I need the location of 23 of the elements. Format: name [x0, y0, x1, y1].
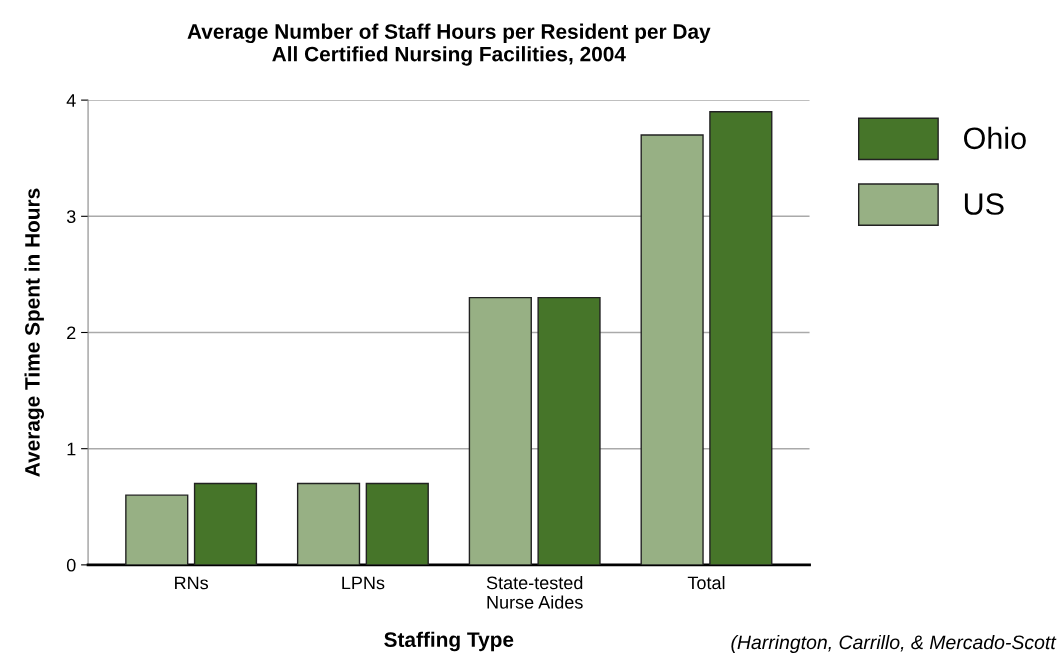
x-axis-title: Staffing Type: [384, 631, 514, 652]
bar: [365, 482, 429, 565]
text: (Harrington, Carrillo, & Mercado-Scott: [731, 634, 1057, 654]
y-tick-label: 1: [67, 442, 76, 456]
y-axis-title: Average Time Spent in Hours: [24, 188, 44, 477]
x-tick-label: LPNs: [342, 576, 385, 590]
bar: [640, 134, 704, 565]
chart-title: Average Number of Staff Hours per Resident per Day All Certified Nursing Facilities, 2004: [187, 23, 711, 66]
legend-label: Ohio: [964, 126, 1026, 150]
bar: [537, 296, 601, 565]
x-tick-label: RNs: [175, 576, 209, 590]
bar: [296, 482, 361, 565]
y-tick-label: 0: [66, 558, 76, 572]
bar: [193, 482, 258, 565]
y-tick-label: 4: [66, 94, 76, 107]
bar: [709, 111, 773, 565]
bar: [468, 296, 532, 565]
y-tick-label: 2: [67, 326, 76, 340]
bar: [125, 494, 189, 565]
x-tick-label: State-tested Nurse Aides: [486, 575, 583, 609]
legend-label: US: [964, 193, 1004, 215]
y-tick-label: 3: [66, 210, 76, 224]
x-tick-label: Total: [687, 575, 725, 590]
